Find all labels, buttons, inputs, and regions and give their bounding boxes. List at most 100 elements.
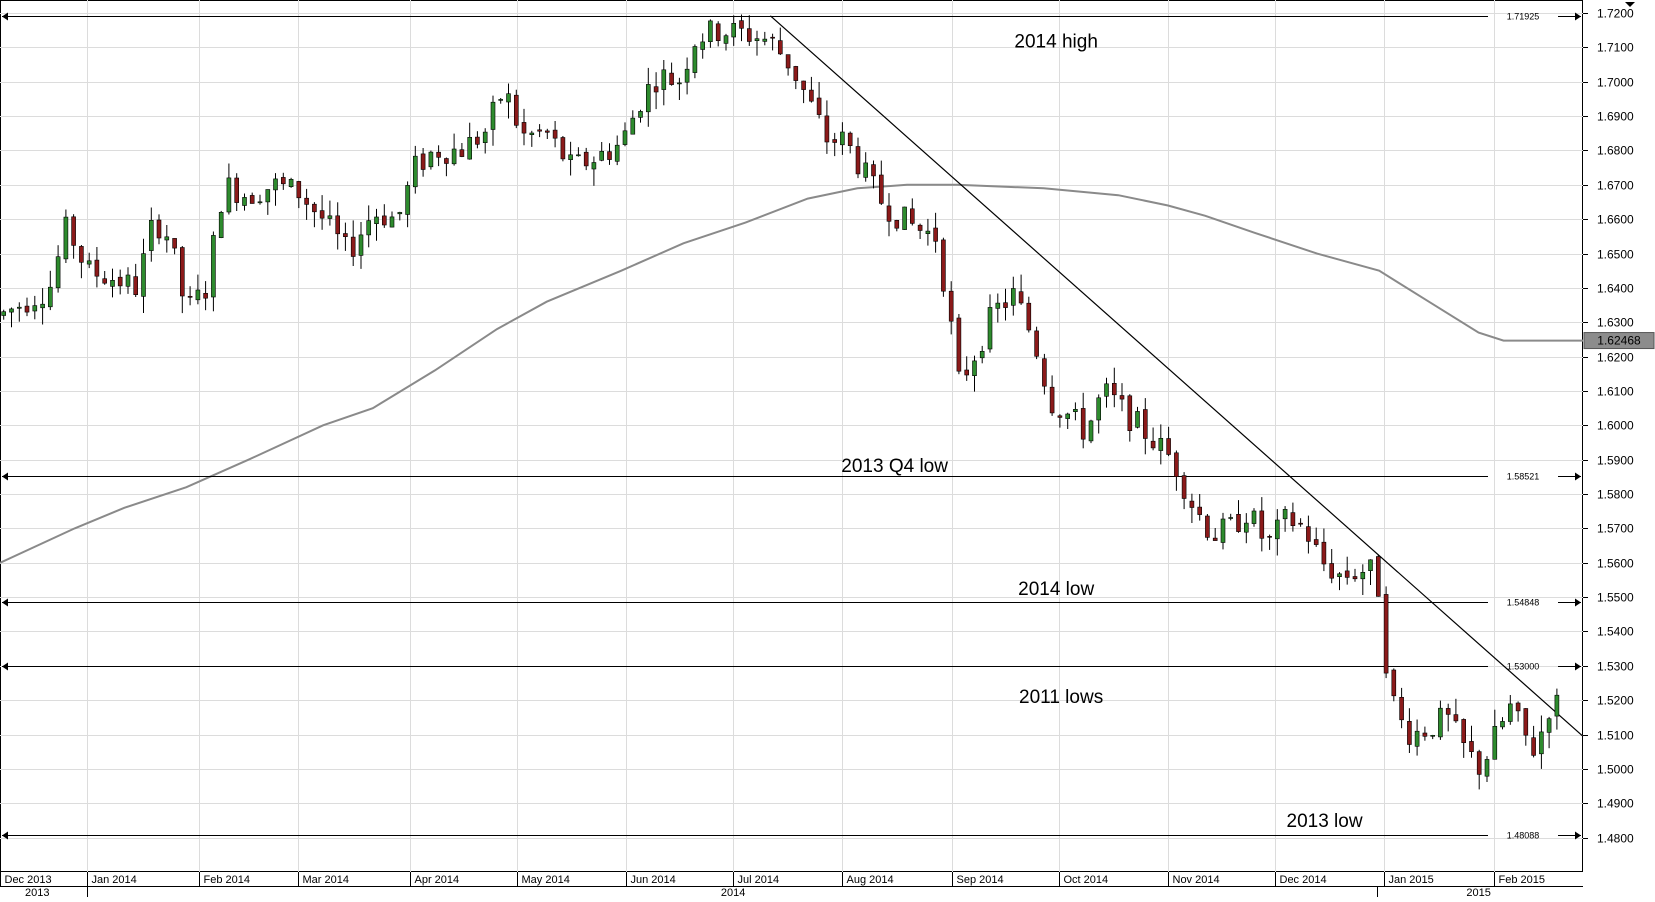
- candle: [793, 65, 799, 90]
- candle: [1018, 274, 1024, 305]
- candle-body-down: [1080, 408, 1086, 440]
- level-arrow-left: [2, 472, 8, 481]
- candle-body-down: [1453, 714, 1459, 722]
- candle: [599, 142, 605, 162]
- candle: [1368, 559, 1373, 585]
- candle: [917, 223, 923, 239]
- candle: [878, 160, 884, 205]
- candle: [987, 294, 993, 353]
- candle: [1228, 513, 1233, 521]
- candle-body-down: [770, 36, 775, 39]
- candle-body-down: [1306, 526, 1311, 542]
- candle-body-down: [956, 317, 962, 372]
- candle: [661, 60, 667, 106]
- annotations: 2014 high 2013 Q4 low 2014 low 2011 lows 201…: [841, 32, 1363, 833]
- candle: [366, 205, 372, 248]
- candle-body-up: [599, 151, 605, 161]
- candle: [1290, 502, 1296, 532]
- candle: [1119, 383, 1125, 412]
- candle: [824, 100, 830, 154]
- y-tick-label: 1.5800: [1597, 488, 1634, 502]
- candle: [1337, 572, 1342, 591]
- candle-body-down: [832, 139, 838, 143]
- candle: [1205, 514, 1210, 541]
- candle-body-down: [71, 216, 76, 246]
- candle-body-up: [366, 220, 372, 236]
- level-value-label: 1.71925: [1507, 12, 1540, 22]
- level-annotation: 2014 high: [1014, 32, 1097, 53]
- candle-body-down: [816, 97, 822, 115]
- candle-body-up: [591, 162, 597, 170]
- candle-body-up: [218, 212, 224, 239]
- level-arrow-right: [1575, 831, 1581, 840]
- candle-body-down: [304, 197, 309, 205]
- candle-body-down: [552, 129, 558, 139]
- candle: [195, 274, 201, 305]
- candle: [436, 145, 441, 167]
- candle: [218, 210, 224, 239]
- candle-body-down: [1391, 669, 1397, 697]
- candle-body-up: [840, 131, 845, 146]
- candle-body-up: [1275, 519, 1280, 540]
- y-tick-label: 1.6800: [1597, 144, 1634, 158]
- candle-body-down: [249, 195, 255, 204]
- candle: [1236, 500, 1241, 533]
- candle: [1407, 708, 1412, 753]
- candle: [1282, 506, 1288, 532]
- candle-body-up: [661, 69, 667, 90]
- candle: [1515, 701, 1521, 722]
- candle-body-up: [762, 38, 768, 42]
- candle-body-up: [731, 22, 737, 38]
- candle-body-down: [1531, 737, 1536, 756]
- candle: [1042, 353, 1047, 395]
- candle: [1508, 695, 1513, 725]
- candle-body-down: [343, 233, 348, 238]
- candle-body-up: [863, 162, 869, 178]
- candle-body-up: [47, 286, 53, 308]
- candle-body-up: [677, 82, 682, 85]
- candle-body-down: [521, 122, 527, 134]
- candle: [79, 245, 84, 279]
- plot-frame: [0, 0, 1583, 872]
- candle: [1523, 708, 1529, 746]
- candle: [226, 163, 232, 215]
- candle-body-up: [482, 131, 488, 144]
- candle: [529, 130, 535, 147]
- candle: [319, 195, 325, 230]
- candle-body-up: [902, 206, 907, 230]
- candle-body-down: [933, 227, 938, 242]
- candle: [187, 286, 193, 306]
- candle-body-down: [871, 164, 876, 177]
- current-price-box: [1583, 332, 1655, 350]
- candle-body-down: [801, 80, 806, 90]
- candle-body-up: [195, 289, 201, 301]
- candle-body-up: [451, 148, 457, 165]
- candle: [855, 137, 861, 179]
- candle-body-up: [1088, 420, 1094, 442]
- candle: [863, 152, 869, 182]
- candle: [847, 131, 853, 154]
- candle: [389, 211, 395, 228]
- candle: [1275, 509, 1280, 556]
- candle-body-down: [1267, 535, 1272, 538]
- candle-body-down: [1329, 563, 1334, 579]
- candle-body-up: [149, 220, 154, 251]
- candle: [1383, 586, 1389, 679]
- candle: [956, 314, 962, 375]
- x-month-label: Sep 2014: [957, 874, 1004, 886]
- candle-body-up: [1484, 759, 1490, 777]
- candle: [1010, 276, 1016, 316]
- candle-body-down: [1344, 570, 1350, 578]
- candle: [1500, 717, 1505, 730]
- candle-body-down: [79, 246, 84, 263]
- candle-body-down: [1298, 522, 1303, 525]
- trendline: [769, 15, 1584, 737]
- candle-body-down: [133, 276, 138, 296]
- candle-body-down: [1150, 440, 1156, 449]
- candle-body-down: [894, 220, 900, 229]
- candle-body-up: [125, 274, 131, 287]
- moving-average: [0, 183, 1583, 564]
- candle-body-up: [614, 144, 620, 162]
- candle-body-down: [24, 305, 30, 313]
- y-tick-label: 1.4800: [1597, 832, 1634, 846]
